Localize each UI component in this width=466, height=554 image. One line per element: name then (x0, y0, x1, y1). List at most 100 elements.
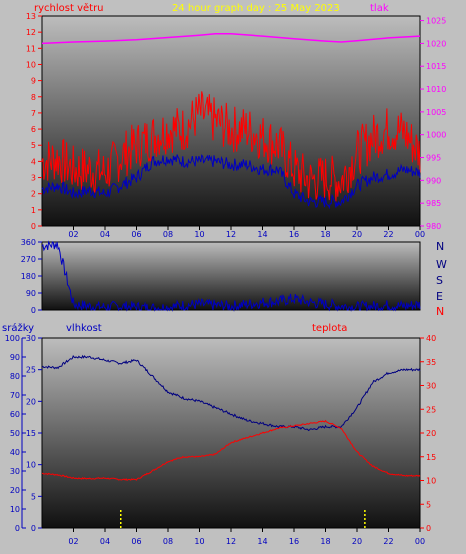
humidity-axis: 0 5 10 15 20 25 30 (26, 334, 42, 533)
wind-speed-label: 4 (31, 157, 36, 166)
x-tick-label: 18 (320, 537, 330, 546)
pressure-label: 990 (426, 176, 441, 185)
temperature-label: 0 (426, 524, 431, 533)
x-tick-label: 20 (352, 537, 362, 546)
wind-pressure-plot-area (41, 15, 421, 227)
pressure-axis: 980 985 990 995 1000 1005 1010 1015 1020 1025 (420, 17, 446, 231)
rain-tick-label: 80 (10, 372, 20, 381)
humidity-temp-series (41, 354, 421, 528)
direction-line (41, 240, 421, 312)
pressure-label: 1000 (426, 131, 446, 140)
humidity-label: 0 (31, 524, 36, 533)
pressure-label: 1010 (426, 85, 446, 94)
direction-label: 180 (21, 272, 36, 281)
wind-speed-label: 12 (26, 28, 36, 37)
rain-tick-label: 30 (10, 467, 20, 476)
chart-title: 24 hour graph day : 25 May 2023 (172, 3, 340, 14)
pressure-line (41, 33, 421, 45)
pressure-label: 1025 (426, 17, 446, 26)
temperature-label: 30 (426, 382, 436, 391)
humidity-label: 25 (26, 366, 36, 375)
x-tick-label: 16 (289, 230, 299, 239)
humidity-label: 10 (26, 461, 36, 470)
x-axis-labels-top: 02 04 06 08 10 12 14 16 18 20 22 00 (68, 226, 425, 239)
temperature-label: 40 (426, 334, 436, 343)
humidity-label: vlhkost (66, 323, 102, 334)
x-tick-label: 04 (100, 230, 110, 239)
temperature-label: 15 (426, 453, 436, 462)
humidity-label: 30 (26, 334, 36, 343)
wind-speed-label: 7 (31, 109, 36, 118)
compass-e: E (436, 290, 443, 303)
rain-label: srážky (2, 322, 34, 334)
x-tick-label: 02 (68, 230, 78, 239)
x-tick-label: 16 (289, 537, 299, 546)
rain-tick-label: 0 (15, 524, 20, 533)
rain-tick-label: 50 (10, 429, 20, 438)
wind-direction-plot-area (41, 241, 421, 311)
direction-axis: 0 90 180 270 360 (21, 238, 42, 315)
x-tick-label: 08 (163, 230, 173, 239)
wind-gust-line (41, 91, 421, 202)
pressure-label: 1015 (426, 62, 446, 71)
rain-tick-label: 90 (10, 353, 20, 362)
pressure-label: 995 (426, 154, 441, 163)
wind-speed-label: 9 (31, 77, 36, 86)
pressure-label: tlak (370, 3, 389, 14)
wind-speed-label: 0 (31, 222, 36, 231)
rain-tick-label: 20 (10, 486, 20, 495)
x-tick-label: 12 (226, 230, 236, 239)
compass-n-top: N (436, 240, 444, 253)
direction-label: 360 (21, 238, 36, 247)
wind-speed-label: 5 (31, 141, 36, 150)
temperature-line (42, 419, 421, 481)
humidity-label: 5 (31, 492, 36, 501)
temperature-label: 20 (426, 429, 436, 438)
x-tick-label: 14 (257, 537, 267, 546)
x-tick-label: 08 (163, 537, 173, 546)
temperature-label: 35 (426, 358, 436, 367)
direction-label: 0 (31, 306, 36, 315)
rain-tick-label: 60 (10, 410, 20, 419)
x-tick-label: 00 (415, 230, 425, 239)
x-tick-label: 10 (194, 537, 204, 546)
pressure-label: 1005 (426, 108, 446, 117)
wind-pressure-series (41, 33, 421, 210)
wind-speed-label: 6 (31, 125, 36, 134)
wind-speed-label: 3 (31, 174, 36, 183)
direction-label: 90 (26, 289, 36, 298)
temperature-label: 5 (426, 500, 431, 509)
rain-tick-label: 100 (5, 334, 20, 343)
x-tick-label: 20 (352, 230, 362, 239)
wind-speed-label: 10 (26, 60, 36, 69)
direction-label: 270 (21, 255, 36, 264)
x-tick-label: 12 (226, 537, 236, 546)
x-tick-label: 18 (320, 230, 330, 239)
rain-tick-label: 10 (10, 505, 20, 514)
x-tick-label: 22 (383, 230, 393, 239)
x-tick-label: 06 (131, 537, 141, 546)
wind-direction-series (41, 240, 421, 312)
wind-speed-label: 2 (31, 190, 36, 199)
temperature-axis: 0 5 10 15 20 25 30 35 40 (420, 334, 436, 533)
temperature-label: teplota (312, 323, 347, 334)
humidity-label: 20 (26, 397, 36, 406)
temperature-label: 10 (426, 477, 436, 486)
compass-s: S (436, 274, 443, 287)
compass-n-bottom: N (436, 305, 444, 318)
wind-speed-label: rychlost větru (34, 2, 104, 14)
humidity-temp-plot-area (41, 337, 421, 529)
x-tick-label: 10 (194, 230, 204, 239)
humidity-label: 15 (26, 429, 36, 438)
rain-tick-label: 40 (10, 448, 20, 457)
x-tick-label: 14 (257, 230, 267, 239)
x-tick-label: 04 (100, 537, 110, 546)
x-tick-label: 02 (68, 537, 78, 546)
pressure-label: 985 (426, 199, 441, 208)
x-tick-label: 00 (415, 537, 425, 546)
wind-speed-label: 1 (31, 206, 36, 215)
humidity-line (41, 354, 421, 432)
x-tick-label: 06 (131, 230, 141, 239)
